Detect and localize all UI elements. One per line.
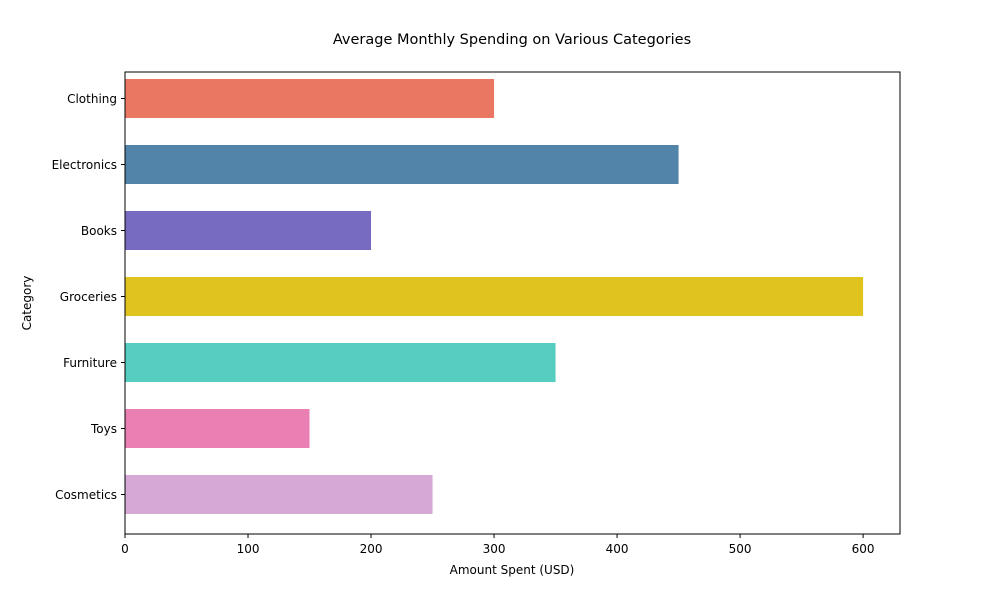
y-tick-label: Clothing [67,92,117,106]
y-tick-label: Groceries [60,290,117,304]
x-tick-label: 600 [852,542,875,556]
bar-groceries [125,277,864,316]
bar-furniture [125,343,556,382]
x-tick-label: 100 [237,542,260,556]
x-tick-label: 500 [729,542,752,556]
bar-clothing [125,79,495,118]
bar-books [125,211,372,250]
y-tick-label: Cosmetics [55,488,117,502]
x-axis-ticks: 0 100 200 300 400 500 600 [121,534,875,556]
plot-frame [124,71,901,535]
y-axis-label: Category [20,276,34,331]
y-tick-label: Furniture [63,356,117,370]
y-tick-label: Books [81,224,117,238]
y-axis-ticks: Clothing Electronics Books Groceries Furnitu… [52,92,125,502]
y-tick-label: Electronics [52,158,117,172]
chart-title: Average Monthly Spending on Various Cate… [333,32,691,48]
y-tick-label: Toys [90,422,117,436]
bar-toys [125,409,310,448]
x-tick-label: 0 [121,542,129,556]
bars-group [125,79,864,514]
bar-electronics [125,145,679,184]
x-tick-label: 400 [606,542,629,556]
bar-cosmetics [125,475,433,514]
x-tick-label: 300 [483,542,506,556]
x-axis-label: Amount Spent (USD) [450,563,575,577]
x-tick-label: 200 [360,542,383,556]
